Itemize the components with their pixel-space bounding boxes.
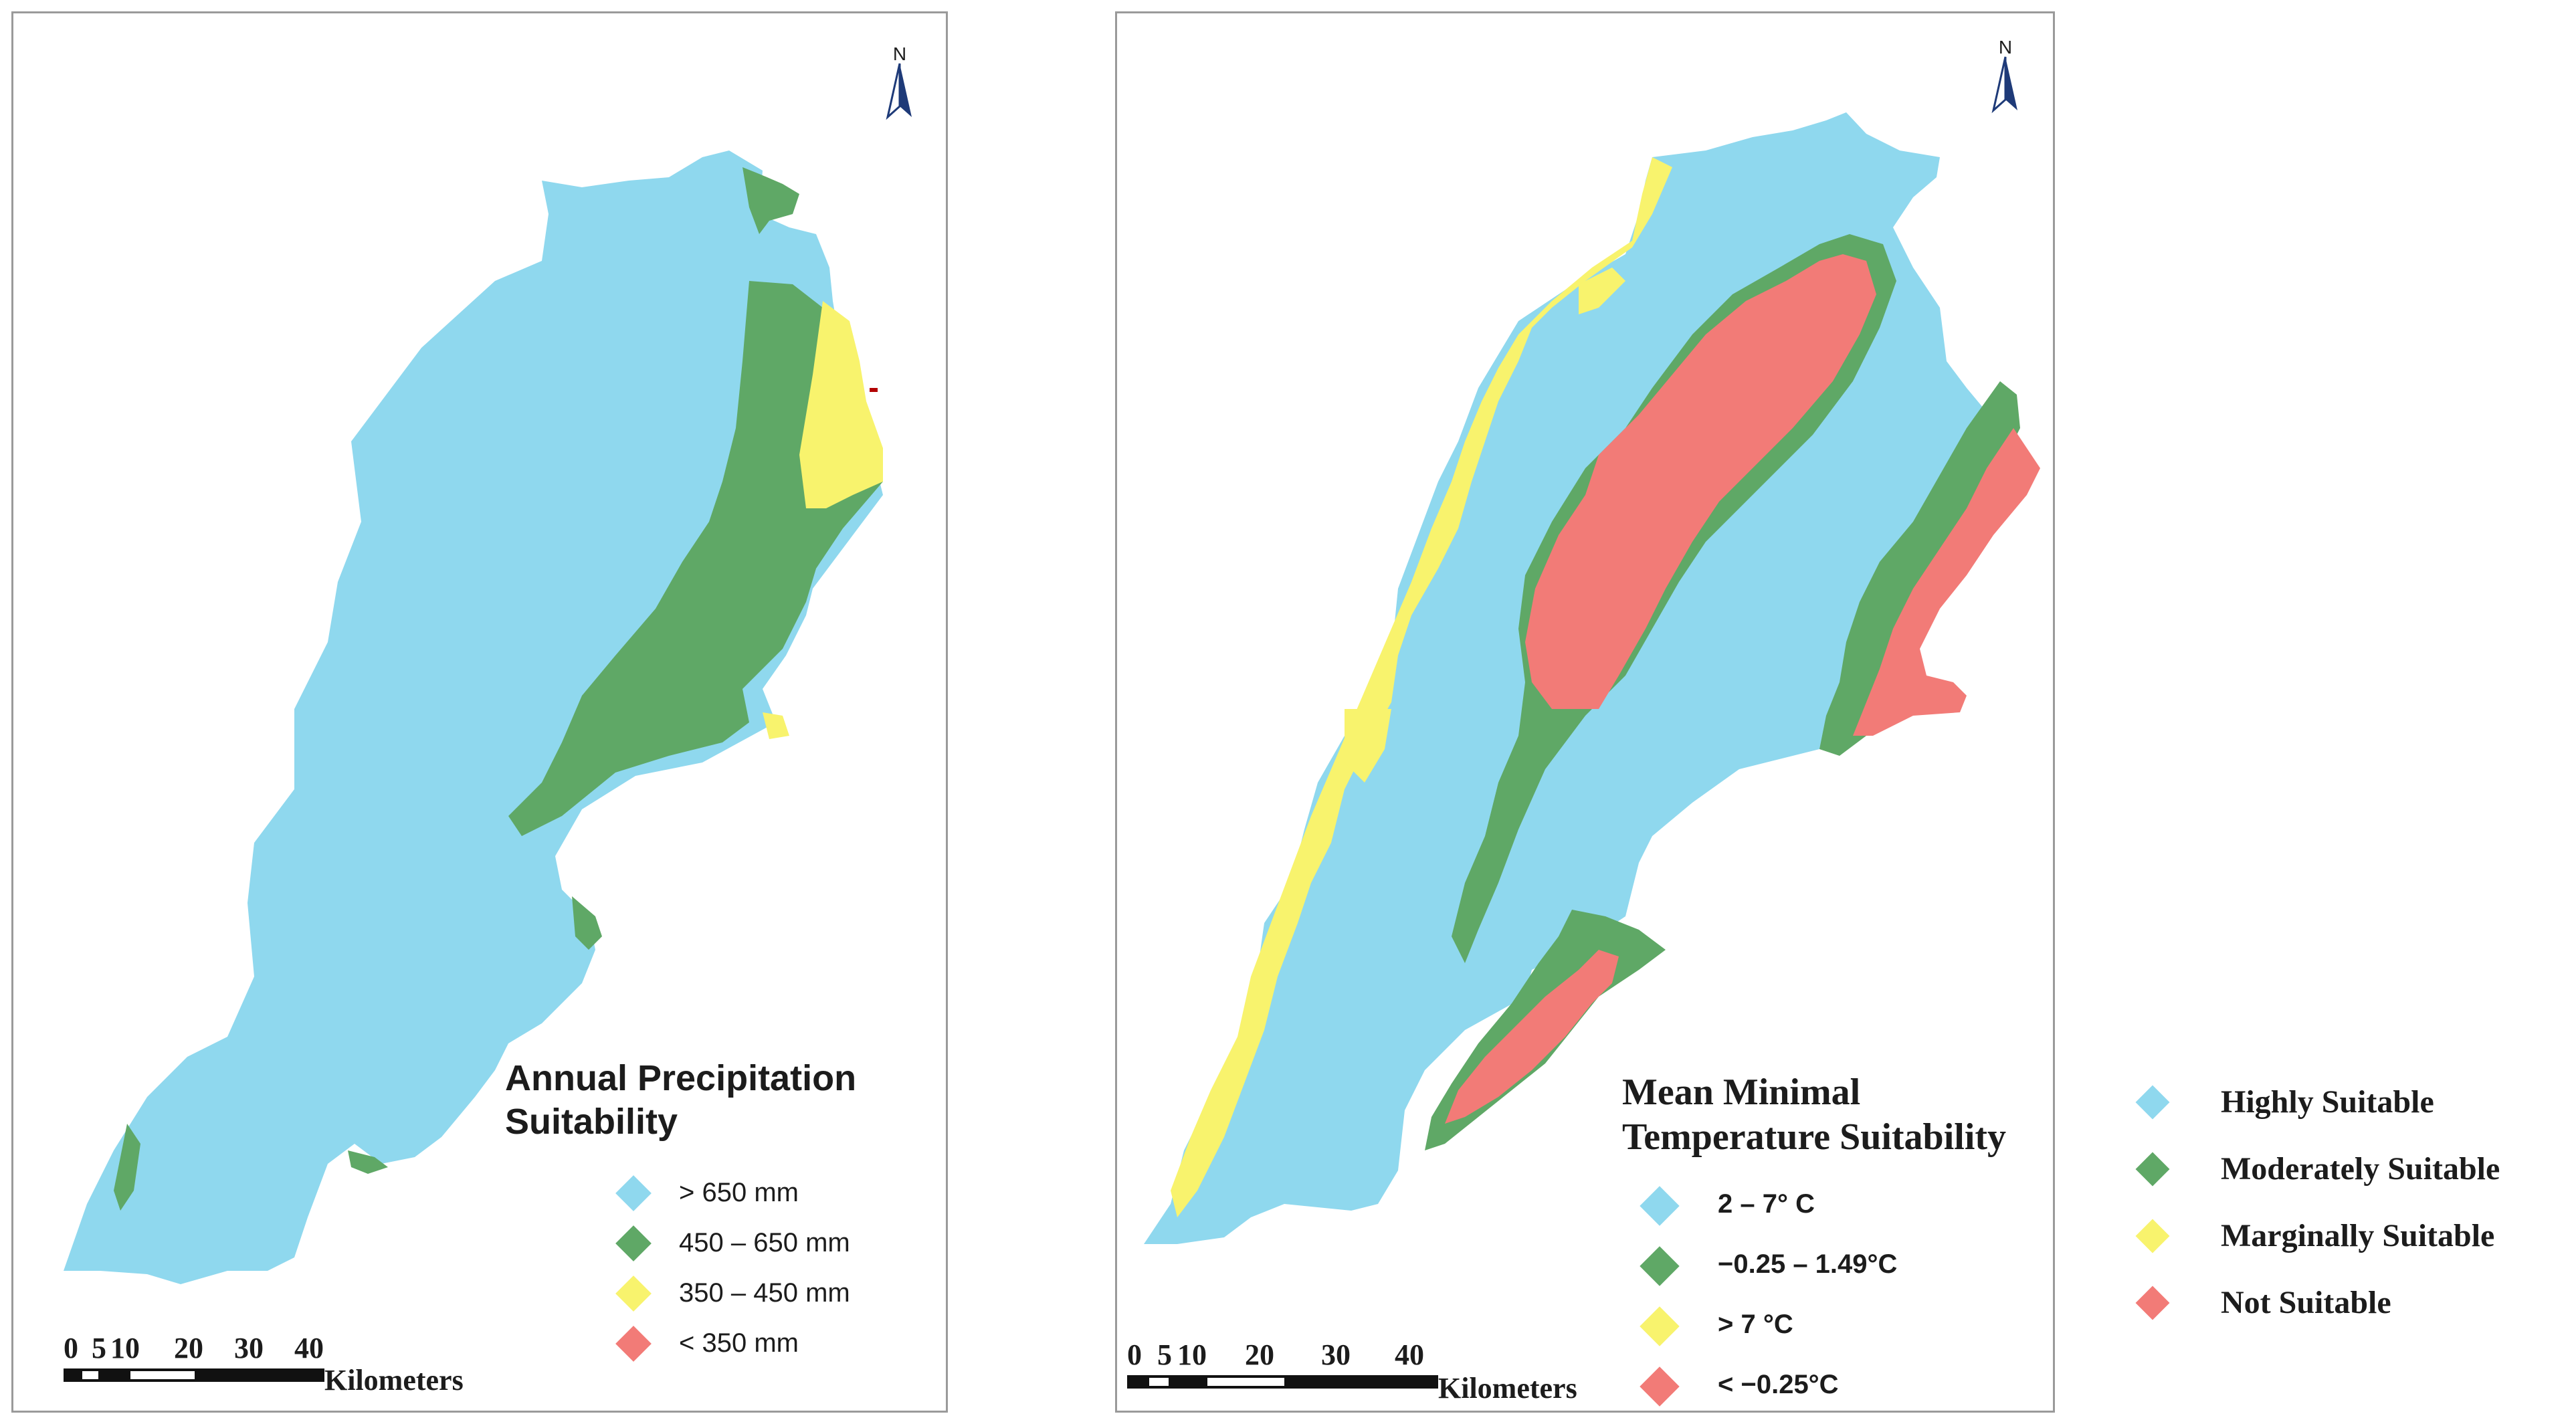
map-title-line2: Suitability xyxy=(505,1101,678,1142)
region-marginally-suitable-patch xyxy=(1345,709,1391,783)
legend-label: Moderately Suitable xyxy=(2221,1151,2500,1187)
region-moderately-suitable-north xyxy=(742,167,799,234)
legend-label: Marginally Suitable xyxy=(2221,1218,2495,1253)
legend-swatch-moderately xyxy=(2135,1152,2170,1187)
scale-tick: 20 xyxy=(174,1332,203,1364)
legend-label: Not Suitable xyxy=(2221,1285,2391,1320)
north-label: N xyxy=(892,43,907,64)
region-marginally-suitable-spot xyxy=(763,712,789,739)
precipitation-map-panel: N Annual Precipitation Suitability > 650… xyxy=(11,11,948,1413)
scale-tick: 10 xyxy=(110,1332,140,1364)
legend-swatch-marginally xyxy=(2135,1219,2170,1253)
region-moderately-suitable-coast xyxy=(114,1124,140,1211)
region-marginally-suitable-coast xyxy=(1171,157,1672,1217)
region-not-suitable-east xyxy=(1853,428,2040,736)
legend-label: < −0.25°C xyxy=(1718,1370,1839,1399)
map-title-line2: Temperature Suitability xyxy=(1622,1116,2007,1158)
temperature-map-panel: N Mean Minimal Temperature Suitability 2… xyxy=(1115,11,2055,1413)
region-moderately-suitable xyxy=(508,281,883,836)
region-moderately-suitable-south xyxy=(348,1150,388,1174)
region-not-suitable-south xyxy=(1445,950,1619,1124)
temperature-map xyxy=(1144,112,2040,1244)
region-highly-suitable xyxy=(64,150,883,1284)
legend-swatch-not xyxy=(2135,1286,2170,1320)
region-marginally-suitable xyxy=(799,301,883,508)
map-title-line1: Annual Precipitation xyxy=(505,1058,857,1098)
scale-tick: 30 xyxy=(234,1332,264,1364)
region-not-suitable xyxy=(870,388,878,392)
north-label: N xyxy=(1998,37,2013,58)
north-arrow-icon xyxy=(886,63,912,120)
region-moderately-suitable-east xyxy=(1819,381,2020,756)
map-title-line1: Mean Minimal xyxy=(1622,1072,1861,1113)
scale-graphic xyxy=(1127,1375,1438,1389)
legend-label: −0.25 – 1.49°C xyxy=(1718,1249,1898,1279)
scale-unit: Kilometers xyxy=(1438,1372,1577,1405)
scale-tick: 5 xyxy=(92,1332,106,1364)
north-arrow: N xyxy=(1985,37,2025,117)
legend-label: 450 – 650 mm xyxy=(679,1228,850,1257)
scale-tick: 0 xyxy=(1127,1338,1142,1371)
scale-unit: Kilometers xyxy=(324,1364,464,1397)
scale-ticks: 0 5 10 20 30 40 xyxy=(1127,1338,1475,1371)
scale-ticks: 0 5 10 20 30 40 xyxy=(64,1331,411,1364)
scale-tick: 40 xyxy=(294,1332,324,1364)
region-moderately-suitable-spot xyxy=(572,896,602,950)
scale-tick: 5 xyxy=(1157,1338,1172,1371)
north-arrow: N xyxy=(880,43,920,124)
legend-label: 350 – 450 mm xyxy=(679,1278,850,1308)
scale-tick: 10 xyxy=(1177,1338,1207,1371)
legend-label: > 650 mm xyxy=(679,1178,799,1207)
scale-tick: 30 xyxy=(1321,1338,1351,1371)
north-arrow-icon xyxy=(1991,56,2017,114)
legend-label: 2 – 7° C xyxy=(1718,1189,1815,1219)
region-not-suitable-west xyxy=(1525,254,1876,709)
legend-label: > 7 °C xyxy=(1718,1310,1793,1339)
scale-tick: 0 xyxy=(64,1332,78,1364)
precipitation-map xyxy=(64,150,883,1284)
region-marginally-suitable-north xyxy=(1579,268,1625,314)
scale-graphic xyxy=(64,1368,324,1382)
scale-tick: 20 xyxy=(1245,1338,1274,1371)
scale-tick: 40 xyxy=(1395,1338,1424,1371)
legend-label: < 350 mm xyxy=(679,1328,799,1358)
legend-swatch-highly xyxy=(2135,1085,2170,1120)
legend-label: Highly Suitable xyxy=(2221,1084,2434,1120)
map-title: Mean Minimal Temperature Suitability xyxy=(1622,1070,2006,1160)
map-title: Annual Precipitation Suitability xyxy=(505,1057,856,1144)
